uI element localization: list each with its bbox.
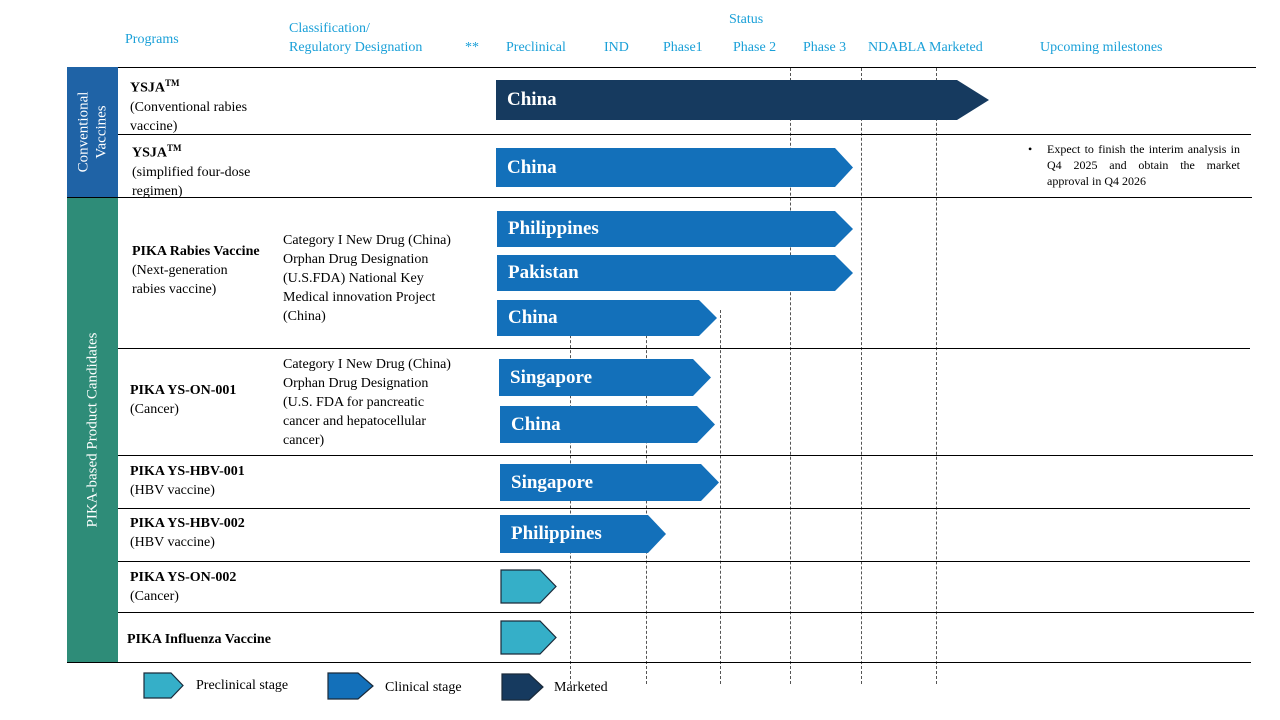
header-upcoming: Upcoming milestones	[1040, 40, 1163, 55]
header-stars: **	[465, 40, 479, 55]
arrow-pika-rabies-pakistan: Pakistan	[497, 255, 853, 291]
arrow-ysja-conventional-china: China	[496, 80, 989, 120]
legend-marketed-label: Marketed	[554, 680, 608, 695]
legend-marketed-icon	[501, 673, 544, 701]
program-pika-ys-hbv-001: PIKA YS-HBV-001 (HBV vaccine)	[130, 464, 245, 498]
arrow-ysja-simplified-china: China	[496, 148, 853, 187]
header-programs: Programs	[125, 32, 179, 47]
program-pika-ys-on-002: PIKA YS-ON-002 (Cancer)	[130, 570, 237, 604]
row-separator	[67, 197, 1252, 198]
milestone-note: Expect to finish the interim analysis in…	[1047, 142, 1240, 188]
row-separator	[118, 508, 1250, 509]
row-separator	[118, 134, 1251, 135]
header-stage-phase2: Phase 2	[733, 40, 777, 55]
header-stage-nda-marketed: NDABLA Marketed	[868, 40, 983, 55]
row-separator	[118, 561, 1250, 562]
header-classification: Classification/ Regulatory Designation	[289, 21, 423, 55]
header-status: Status	[729, 12, 764, 27]
arrow-pika-rabies-philippines: Philippines	[497, 211, 853, 247]
legend-preclinical-icon	[143, 672, 184, 699]
arrow-ys-on-002-preclinical	[500, 569, 557, 604]
group-pika-candidates: PIKA-based Product Candidates	[67, 198, 118, 662]
stage-divider	[790, 68, 791, 684]
header-stage-phase3: Phase 3	[803, 40, 847, 55]
classification-pika-ys-on-001: Category I New Drug (China) Orphan Drug …	[283, 357, 451, 448]
arrow-ys-on-001-singapore: Singapore	[499, 359, 711, 396]
legend-clinical-icon	[327, 672, 374, 700]
row-separator	[118, 612, 1254, 613]
program-pika-ys-hbv-002: PIKA YS-HBV-002 (HBV vaccine)	[130, 516, 245, 550]
row-separator	[67, 67, 1256, 68]
legend-preclinical-label: Preclinical stage	[196, 678, 289, 693]
row-separator	[118, 455, 1253, 456]
program-ysja-conventional: YSJATM (Conventional rabies vaccine)	[130, 78, 248, 134]
header-stage-ind: IND	[604, 40, 629, 55]
program-ysja-simplified: YSJATM (simplified four-dose regimen)	[132, 143, 251, 199]
stage-divider	[720, 310, 721, 684]
program-pika-influenza: PIKA Influenza Vaccine	[127, 632, 271, 647]
stage-divider	[861, 68, 862, 684]
arrow-pika-rabies-china: China	[497, 300, 717, 336]
arrow-ys-hbv-002-philippines: Philippines	[500, 515, 666, 553]
stage-divider	[936, 68, 937, 684]
arrow-ys-on-001-china: China	[500, 406, 715, 443]
header-stage-phase1: Phase1	[663, 40, 703, 55]
row-separator	[67, 662, 1251, 663]
program-pika-ys-on-001: PIKA YS-ON-001 (Cancer)	[130, 383, 237, 417]
arrow-influenza-preclinical	[500, 620, 557, 655]
program-pika-rabies: PIKA Rabies Vaccine (Next-generation rab…	[132, 244, 260, 297]
classification-pika-rabies: Category I New Drug (China) Orphan Drug …	[283, 233, 451, 324]
arrow-ys-hbv-001-singapore: Singapore	[500, 464, 719, 501]
milestone-bullet: •	[1028, 142, 1033, 156]
legend-clinical-label: Clinical stage	[385, 680, 462, 695]
group-conventional-vaccines: Conventional Vaccines	[67, 67, 118, 197]
row-separator	[118, 348, 1250, 349]
header-stage-preclinical: Preclinical	[506, 40, 566, 55]
